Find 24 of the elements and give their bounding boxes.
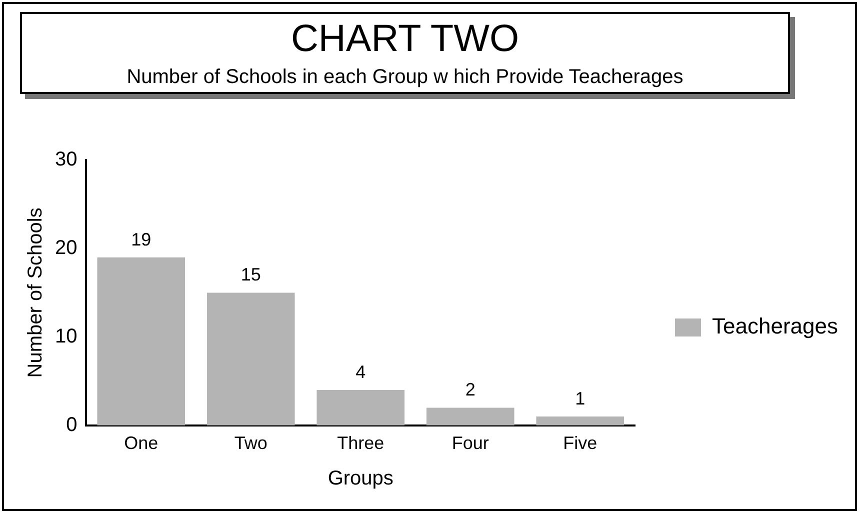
bar: [316, 390, 405, 426]
y-tick-label: 0: [66, 414, 78, 436]
x-tick-label: Five: [563, 433, 598, 454]
bar: [536, 416, 624, 426]
data-label: 2: [465, 380, 476, 400]
legend-label: Teacherages: [712, 314, 838, 339]
y-tick-label: 30: [54, 148, 78, 171]
bar: [206, 292, 295, 426]
data-label: 19: [131, 229, 152, 250]
y-tick-label: 10: [54, 325, 78, 348]
chart-title: CHART TWO: [290, 18, 520, 60]
bar: [426, 408, 514, 426]
x-tick-label: Two: [234, 433, 268, 454]
x-tick-label: One: [124, 433, 158, 454]
data-label: 1: [575, 388, 586, 409]
data-label: 4: [356, 362, 366, 382]
chart-subtitle: Number of Schools in each Group w hich Provide Teacherages: [126, 66, 684, 89]
x-axis-title: Groups: [328, 468, 394, 490]
bar: [97, 257, 186, 426]
x-tick-label: Four: [452, 433, 489, 454]
x-tick-label: Three: [337, 433, 384, 454]
data-label: 15: [240, 264, 261, 285]
y-tick-label: 20: [54, 236, 78, 259]
y-axis-title: Number of Schools: [24, 208, 47, 378]
